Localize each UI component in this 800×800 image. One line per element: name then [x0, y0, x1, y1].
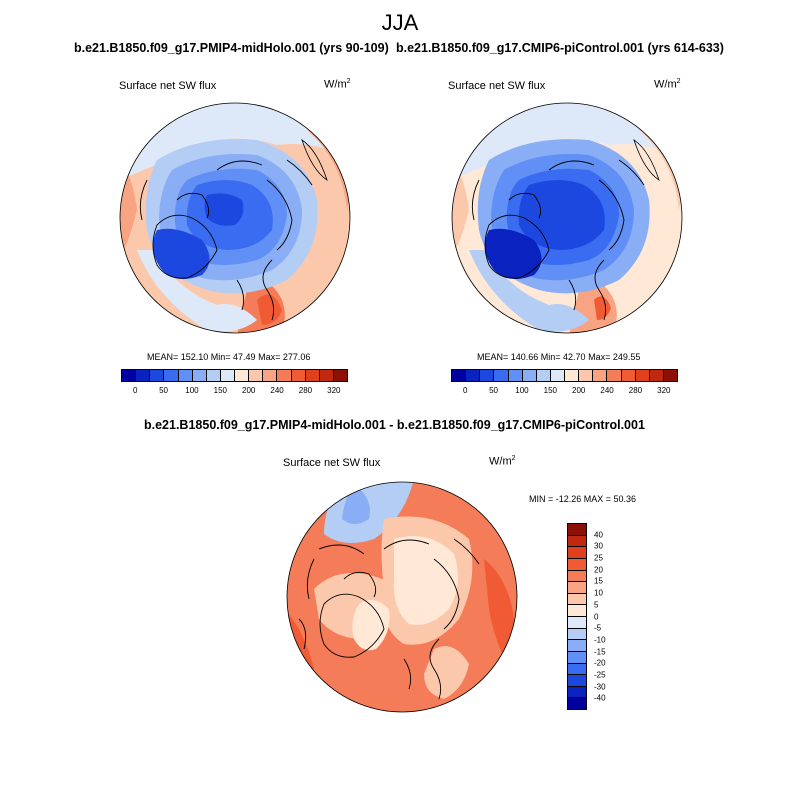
- colorbar-tick-label: 280: [299, 386, 312, 395]
- left-polar-map: [117, 100, 353, 336]
- colorbar-swatch: [277, 370, 291, 381]
- colorbar-swatch: [263, 370, 277, 381]
- colorbar-swatch: [568, 675, 586, 687]
- colorbar-swatch: [664, 370, 677, 381]
- colorbar-swatch: [306, 370, 320, 381]
- colorbar-swatch: [136, 370, 150, 381]
- right-variable-label: Surface net SW flux: [448, 80, 545, 92]
- colorbar-swatch: [164, 370, 178, 381]
- colorbar-swatch: [568, 594, 586, 606]
- colorbar-swatch: [568, 664, 586, 676]
- diff-stats: MIN = -12.26 MAX = 50.36: [529, 494, 636, 504]
- left-unit-label: W/m2: [324, 78, 351, 91]
- colorbar-swatch: [452, 370, 466, 381]
- colorbar-tick-label: 200: [572, 386, 585, 395]
- colorbar-swatch: [221, 370, 235, 381]
- colorbar-tick-label: 240: [600, 386, 613, 395]
- figure-title: JJA: [0, 10, 800, 36]
- colorbar-swatch: [207, 370, 221, 381]
- right-unit-label: W/m2: [654, 78, 681, 91]
- colorbar-swatch: [568, 582, 586, 594]
- colorbar-swatch: [568, 617, 586, 629]
- right-run-title: b.e21.B1850.f09_g17.CMIP6-piControl.001 …: [396, 41, 724, 55]
- diff-colorbar: [567, 523, 587, 710]
- colorbar-swatch: [568, 652, 586, 664]
- colorbar-swatch: [334, 370, 347, 381]
- colorbar-tick-label: 320: [657, 386, 670, 395]
- colorbar-tick-label: 280: [629, 386, 642, 395]
- left-run-title: b.e21.B1850.f09_g17.PMIP4-midHolo.001 (y…: [74, 41, 389, 55]
- colorbar-swatch: [607, 370, 621, 381]
- colorbar-swatch: [579, 370, 593, 381]
- right-polar-map: [449, 100, 685, 336]
- diff-polar-map: [284, 479, 520, 715]
- colorbar-tick-label: 0: [594, 612, 598, 621]
- colorbar-swatch: [235, 370, 249, 381]
- left-variable-label: Surface net SW flux: [119, 80, 216, 92]
- colorbar-tick-label: 150: [214, 386, 227, 395]
- colorbar-tick-label: 30: [594, 542, 603, 551]
- colorbar-swatch: [568, 605, 586, 617]
- colorbar-swatch: [523, 370, 537, 381]
- colorbar-swatch: [565, 370, 579, 381]
- colorbar-swatch: [193, 370, 207, 381]
- colorbar-swatch: [568, 547, 586, 559]
- colorbar-swatch: [568, 687, 586, 699]
- colorbar-tick-label: 10: [594, 589, 603, 598]
- colorbar-tick-label: 0: [133, 386, 137, 395]
- colorbar-swatch: [568, 698, 586, 709]
- colorbar-tick-label: 0: [463, 386, 467, 395]
- colorbar-swatch: [551, 370, 565, 381]
- colorbar-tick-label: 100: [515, 386, 528, 395]
- colorbar-tick-label: -5: [594, 624, 601, 633]
- colorbar-swatch: [494, 370, 508, 381]
- colorbar-tick-label: -40: [594, 694, 606, 703]
- colorbar-swatch: [593, 370, 607, 381]
- colorbar-tick-label: 150: [544, 386, 557, 395]
- colorbar-tick-label: 240: [270, 386, 283, 395]
- colorbar-tick-label: 25: [594, 554, 603, 563]
- left-colorbar: [121, 369, 348, 382]
- colorbar-swatch: [320, 370, 334, 381]
- colorbar-swatch: [568, 536, 586, 548]
- colorbar-swatch: [568, 629, 586, 641]
- colorbar-swatch: [568, 571, 586, 583]
- colorbar-tick-label: -15: [594, 647, 606, 656]
- colorbar-swatch: [509, 370, 523, 381]
- colorbar-tick-label: 50: [159, 386, 168, 395]
- colorbar-tick-label: 320: [327, 386, 340, 395]
- colorbar-swatch: [122, 370, 136, 381]
- diff-run-title: b.e21.B1850.f09_g17.PMIP4-midHolo.001 - …: [144, 418, 645, 432]
- colorbar-swatch: [622, 370, 636, 381]
- colorbar-swatch: [568, 524, 586, 536]
- colorbar-tick-label: 100: [185, 386, 198, 395]
- colorbar-tick-label: 40: [594, 530, 603, 539]
- colorbar-tick-label: 50: [489, 386, 498, 395]
- colorbar-tick-label: 5: [594, 600, 598, 609]
- left-stats: MEAN= 152.10 Min= 47.49 Max= 277.06: [147, 352, 310, 362]
- colorbar-swatch: [650, 370, 664, 381]
- colorbar-tick-label: -20: [594, 659, 606, 668]
- colorbar-swatch: [179, 370, 193, 381]
- diff-unit-label: W/m2: [489, 455, 516, 468]
- diff-variable-label: Surface net SW flux: [283, 457, 380, 469]
- colorbar-swatch: [249, 370, 263, 381]
- colorbar-swatch: [636, 370, 650, 381]
- right-colorbar: [451, 369, 678, 382]
- colorbar-swatch: [480, 370, 494, 381]
- colorbar-swatch: [466, 370, 480, 381]
- colorbar-swatch: [292, 370, 306, 381]
- colorbar-tick-label: -30: [594, 682, 606, 691]
- colorbar-tick-label: 200: [242, 386, 255, 395]
- colorbar-tick-label: -25: [594, 670, 606, 679]
- colorbar-swatch: [150, 370, 164, 381]
- colorbar-swatch: [568, 559, 586, 571]
- colorbar-swatch: [568, 640, 586, 652]
- colorbar-tick-label: -10: [594, 635, 606, 644]
- colorbar-tick-label: 15: [594, 577, 603, 586]
- colorbar-tick-label: 20: [594, 565, 603, 574]
- colorbar-swatch: [537, 370, 551, 381]
- right-stats: MEAN= 140.66 Min= 42.70 Max= 249.55: [477, 352, 640, 362]
